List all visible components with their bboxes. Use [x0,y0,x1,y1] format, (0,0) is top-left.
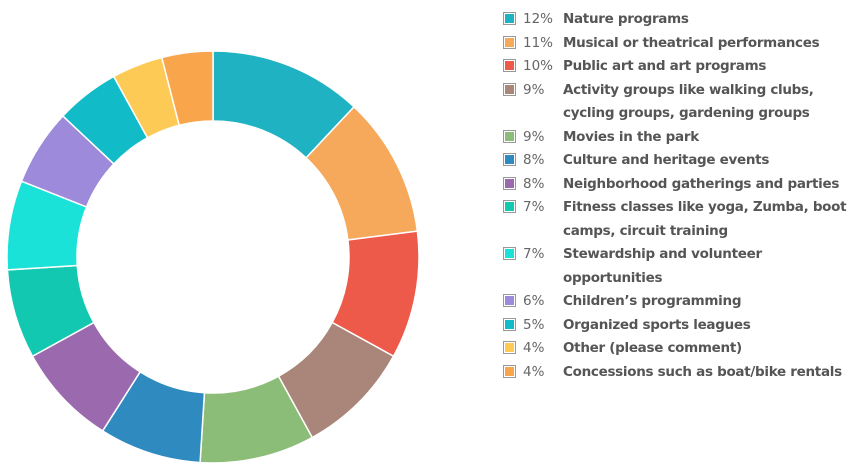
legend-swatch [503,82,516,96]
legend-item: 8% Culture and heritage events [503,149,866,173]
legend-label: Public art and art programs [563,58,767,74]
legend-value: 11% [523,34,554,51]
legend-label: Stewardship and volunteer opportunities [563,246,762,286]
legend-item: 8% Neighborhood gatherings and parties [503,173,866,197]
legend-item: 4% Other (please comment) [503,337,866,361]
legend-label: Concessions such as boat/bike rentals [563,363,842,380]
legend-label: Culture and heritage events [563,152,770,168]
legend-value: 12% [523,11,554,27]
legend-value: 4% [523,340,545,356]
legend-swatch [503,247,516,260]
legend-swatch [503,12,516,25]
legend-value: 7% [523,246,545,262]
legend-value: 4% [523,363,545,380]
legend-swatch [503,153,516,166]
legend-label: Fitness classes like yoga, Zumba, boot c… [563,199,847,239]
legend-item: 12% Nature programs [503,8,866,32]
legend: 12% Nature programs 11% Musical or theatric… [503,8,866,384]
legend-value: 9% [523,81,545,98]
legend-item: 6% Children’s programming [503,290,866,314]
legend-swatch [503,341,516,354]
legend-value: 10% [523,58,554,74]
legend-value: 8% [523,152,545,168]
legend-swatch [503,176,516,190]
legend-item: 10% Public art and art programs [503,55,866,79]
legend-label: Neighborhood gatherings and parties [563,175,840,192]
legend-label: Children’s programming [563,293,742,309]
legend-label: Organized sports leagues [563,316,751,333]
legend-item: 9% Movies in the park [503,126,866,150]
legend-value: 6% [523,293,545,309]
legend-item: 9% Activity groups like walking clubs, cy… [503,79,866,126]
legend-swatch [503,294,516,307]
legend-label: Movies in the park [563,128,699,145]
legend-value: 8% [523,175,545,192]
legend-label: Musical or theatrical performances [563,34,820,51]
legend-item: 7% Fitness classes like yoga, Zumba, boot… [503,196,866,243]
legend-value: 9% [523,128,545,145]
legend-value: 7% [523,199,545,215]
legend-item: 11% Musical or theatrical performances [503,32,866,56]
legend-item: 4% Concessions such as boat/bike rentals [503,361,866,385]
donut-area [6,50,420,464]
legend-swatch [503,200,516,213]
legend-item: 7% Stewardship and volunteer opportunitie… [503,243,866,290]
legend-swatch [503,59,516,72]
legend-label: Nature programs [563,11,689,27]
donut-slice [160,50,214,127]
legend-swatch [503,129,516,143]
legend-item: 5% Organized sports leagues [503,314,866,338]
legend-swatch [503,317,516,331]
legend-label: Activity groups like walking clubs, cycl… [563,81,814,122]
legend-label: Other (please comment) [563,340,742,356]
legend-swatch [503,364,516,378]
legend-swatch [503,35,516,49]
legend-value: 5% [523,316,545,333]
